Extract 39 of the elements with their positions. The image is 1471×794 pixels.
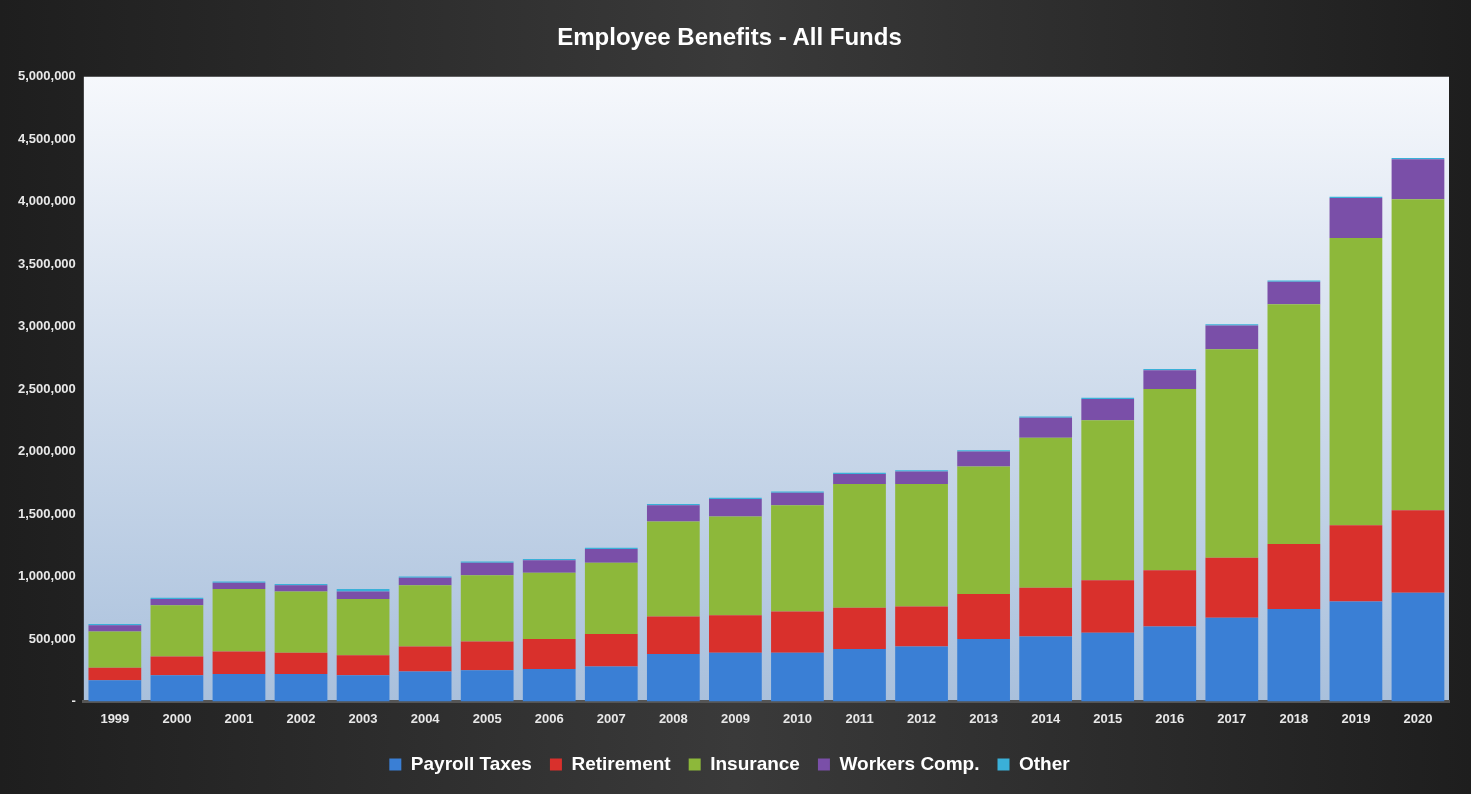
- chart-title: Employee Benefits - All Funds: [557, 23, 902, 51]
- x-tick-label: 2012: [907, 710, 937, 726]
- x-tick-label: 2011: [845, 710, 874, 726]
- x-tick-label: 2016: [1155, 710, 1185, 726]
- x-tick-label: 2006: [534, 710, 564, 726]
- y-tick-label: 500,000: [28, 630, 76, 646]
- x-tick-label: 2001: [224, 710, 254, 726]
- x-tick-label: 2017: [1217, 710, 1247, 726]
- x-tick-label: 2002: [286, 710, 316, 726]
- x-tick-label: 2003: [348, 710, 378, 726]
- y-tick-label: -: [71, 692, 76, 708]
- x-tick-label: 2007: [596, 710, 626, 726]
- x-tick-label: 2010: [782, 710, 812, 726]
- legend-label: Retirement: [571, 752, 672, 774]
- y-tick-label: 4,500,000: [17, 130, 76, 146]
- x-tick-label: 2014: [1031, 710, 1061, 726]
- y-tick-label: 3,500,000: [17, 255, 76, 271]
- legend-label: Other: [1019, 752, 1071, 774]
- y-tick-label: 3,000,000: [17, 318, 76, 334]
- x-tick-label: 2004: [410, 710, 441, 726]
- x-tick-label: 2008: [658, 710, 688, 726]
- legend-label: Insurance: [710, 752, 800, 774]
- legend-label: Workers Comp.: [839, 752, 980, 774]
- y-tick-label: 1,500,000: [17, 505, 76, 521]
- y-tick-label: 4,000,000: [17, 193, 76, 209]
- legend-label: Payroll Taxes: [410, 752, 532, 774]
- x-tick-label: 2000: [162, 710, 192, 726]
- y-tick-label: 5,000,000: [17, 68, 76, 84]
- y-tick-label: 2,000,000: [17, 443, 76, 459]
- x-tick-label: 2013: [969, 710, 999, 726]
- x-tick-label: 2018: [1279, 710, 1309, 726]
- y-tick-label: 2,500,000: [17, 380, 76, 396]
- x-tick-label: 2009: [720, 710, 750, 726]
- y-tick-label: 1,000,000: [17, 568, 76, 584]
- x-tick-label: 1999: [100, 710, 130, 726]
- x-tick-label: 2020: [1403, 710, 1433, 726]
- x-tick-label: 2005: [472, 710, 502, 726]
- x-tick-label: 2015: [1093, 710, 1123, 726]
- x-tick-label: 2019: [1341, 710, 1371, 726]
